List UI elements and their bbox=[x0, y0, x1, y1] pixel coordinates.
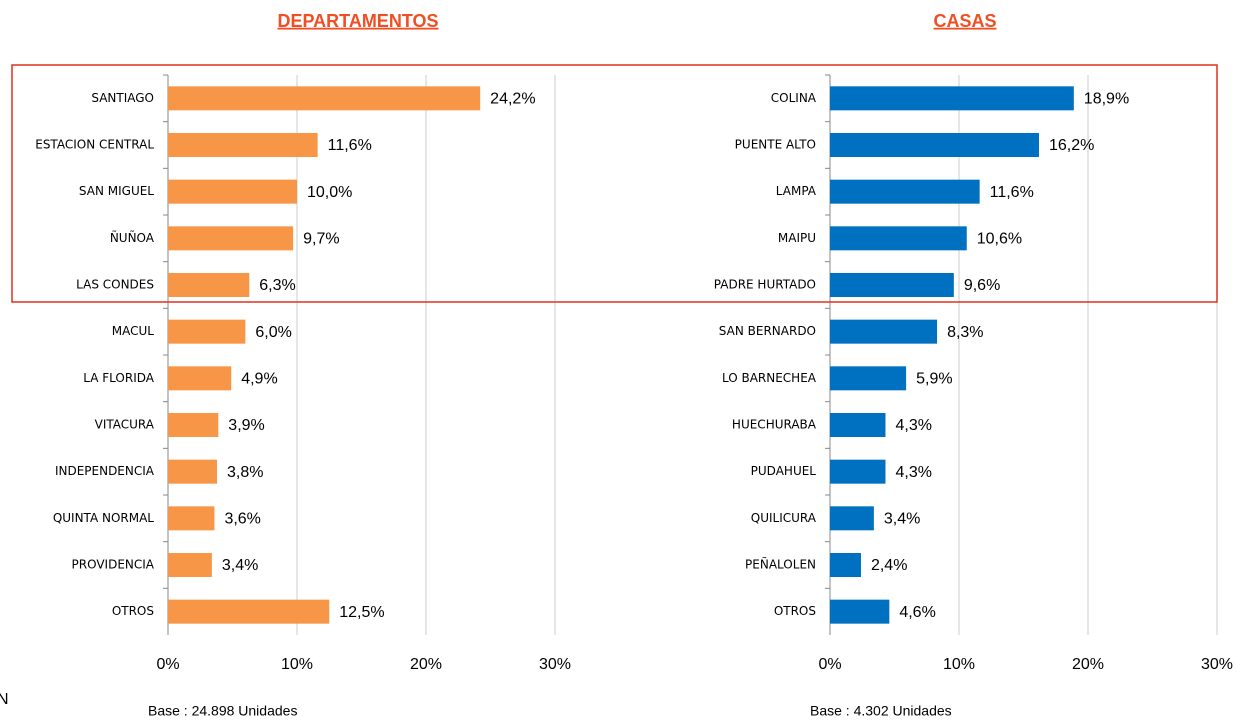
bar bbox=[830, 459, 886, 484]
bar bbox=[168, 86, 481, 111]
category-label: LO BARNECHEA bbox=[722, 371, 817, 385]
bar bbox=[168, 179, 297, 204]
value-label: 12,5% bbox=[339, 604, 384, 621]
category-label: QUILICURA bbox=[751, 511, 817, 525]
x-tick-label: 10% bbox=[943, 656, 975, 673]
category-label: QUINTA NORMAL bbox=[53, 511, 154, 525]
bar bbox=[830, 366, 907, 391]
value-label: 9,6% bbox=[964, 277, 1000, 294]
value-label: 4,9% bbox=[241, 371, 277, 388]
category-label: PROVIDENCIA bbox=[72, 558, 155, 572]
category-label: PUENTE ALTO bbox=[735, 138, 816, 152]
x-tick-label: 30% bbox=[539, 656, 571, 673]
value-label: 3,4% bbox=[222, 557, 258, 574]
category-label: PUDAHUEL bbox=[751, 464, 817, 478]
category-label: HUECHURABA bbox=[732, 418, 817, 432]
bar bbox=[830, 599, 890, 624]
bar bbox=[168, 273, 250, 297]
category-label: OTROS bbox=[774, 604, 816, 618]
category-label: COLINA bbox=[771, 91, 817, 105]
x-tick-label: 20% bbox=[410, 656, 442, 673]
bar bbox=[168, 226, 294, 251]
value-label: 6,0% bbox=[255, 324, 291, 341]
edge-text: N bbox=[0, 691, 9, 708]
category-label: MAIPU bbox=[778, 231, 816, 245]
category-label: SAN MIGUEL bbox=[79, 184, 154, 198]
x-tick-label: 10% bbox=[281, 656, 313, 673]
category-label: LA FLORIDA bbox=[83, 371, 154, 385]
value-label: 5,9% bbox=[916, 371, 952, 388]
value-label: 11,6% bbox=[990, 184, 1034, 201]
value-label: 6,3% bbox=[259, 277, 295, 294]
value-label: 3,4% bbox=[884, 511, 920, 528]
bar bbox=[830, 86, 1074, 111]
bar bbox=[168, 133, 318, 157]
bar bbox=[168, 459, 218, 484]
bar bbox=[830, 413, 886, 437]
bar bbox=[168, 506, 215, 531]
value-label: 3,9% bbox=[228, 417, 264, 434]
x-tick-label: 20% bbox=[1072, 656, 1104, 673]
value-label: 9,7% bbox=[303, 231, 339, 248]
category-label: MACUL bbox=[112, 324, 155, 338]
category-label: INDEPENDENCIA bbox=[55, 464, 155, 478]
bar bbox=[168, 553, 212, 577]
x-tick-label: 0% bbox=[156, 656, 179, 673]
base-note: Base : 4.302 Unidades bbox=[810, 703, 952, 719]
base-note: Base : 24.898 Unidades bbox=[148, 703, 297, 719]
value-label: 10,6% bbox=[977, 231, 1022, 248]
bar bbox=[168, 319, 246, 344]
x-tick-label: 0% bbox=[818, 656, 841, 673]
value-label: 3,6% bbox=[224, 511, 260, 528]
category-label: VITACURA bbox=[95, 418, 155, 432]
category-label: PEÑALOLEN bbox=[745, 557, 816, 572]
bar bbox=[830, 273, 954, 297]
value-label: 24,2% bbox=[490, 91, 535, 108]
value-label: 4,3% bbox=[895, 464, 931, 481]
bar bbox=[830, 506, 874, 531]
bar bbox=[168, 599, 330, 624]
bar bbox=[168, 413, 219, 437]
category-label: OTROS bbox=[112, 604, 154, 618]
value-label: 10,0% bbox=[307, 184, 352, 201]
category-label: ÑUÑOA bbox=[110, 230, 155, 245]
highlight-box bbox=[11, 64, 1218, 303]
category-label: SANTIAGO bbox=[91, 91, 154, 105]
bar bbox=[830, 319, 938, 344]
value-label: 2,4% bbox=[871, 557, 907, 574]
value-label: 4,3% bbox=[895, 417, 931, 434]
category-label: PADRE HURTADO bbox=[714, 278, 816, 292]
value-label: 18,9% bbox=[1084, 91, 1129, 108]
value-label: 3,8% bbox=[227, 464, 263, 481]
value-label: 11,6% bbox=[328, 137, 372, 154]
bar bbox=[830, 179, 980, 204]
bar bbox=[830, 133, 1039, 157]
value-label: 16,2% bbox=[1049, 137, 1094, 154]
bar bbox=[830, 553, 861, 577]
category-label: SAN BERNARDO bbox=[719, 324, 816, 338]
category-label: LAS CONDES bbox=[76, 278, 154, 292]
bar bbox=[168, 366, 232, 391]
category-label: LAMPA bbox=[776, 184, 817, 198]
chart-title: CASAS bbox=[933, 11, 996, 31]
value-label: 8,3% bbox=[947, 324, 983, 341]
bar bbox=[830, 226, 967, 251]
category-label: ESTACION CENTRAL bbox=[35, 138, 154, 152]
value-label: 4,6% bbox=[899, 604, 935, 621]
chart-title: DEPARTAMENTOS bbox=[277, 11, 438, 31]
x-tick-label: 30% bbox=[1201, 656, 1233, 673]
